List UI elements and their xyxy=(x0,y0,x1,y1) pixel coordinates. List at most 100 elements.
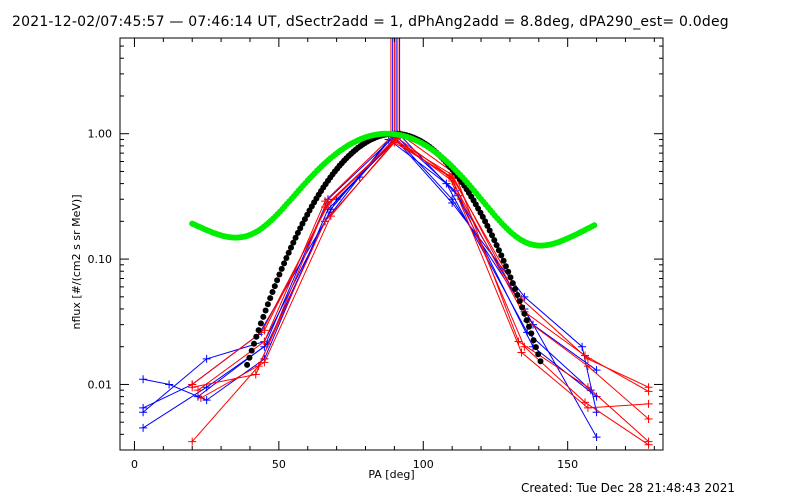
fit-point xyxy=(281,260,288,267)
fit-point xyxy=(262,307,269,314)
series-line xyxy=(200,133,649,442)
plot-frame xyxy=(119,37,664,451)
y-tick-label: 1.00 xyxy=(88,128,113,141)
fit-point xyxy=(537,358,544,365)
fit-point xyxy=(299,220,306,227)
fit-point xyxy=(260,313,267,320)
fit-point xyxy=(493,242,500,249)
vertical-markers xyxy=(390,38,401,139)
fit-point xyxy=(509,280,516,287)
data-point xyxy=(592,433,601,442)
data-point xyxy=(326,205,335,214)
series-line xyxy=(197,135,649,420)
series-line xyxy=(142,135,598,438)
fit-point xyxy=(507,274,514,281)
fit-point xyxy=(591,222,598,229)
data-point xyxy=(644,399,653,408)
fit-point xyxy=(292,234,299,241)
data-point xyxy=(323,199,332,208)
fit-point xyxy=(489,232,495,239)
series-line xyxy=(143,137,598,413)
x-tick-label: 150 xyxy=(557,458,578,471)
fit-point xyxy=(479,213,486,220)
fit-point xyxy=(505,268,512,275)
data-point xyxy=(581,351,590,360)
fit-point xyxy=(530,337,537,344)
fit-point xyxy=(514,292,521,298)
data-point xyxy=(139,403,148,412)
series-line xyxy=(197,134,597,397)
y-tick-label: 0.10 xyxy=(88,253,113,266)
fit-point xyxy=(255,327,262,334)
data-point xyxy=(196,393,205,402)
data-point xyxy=(188,437,197,446)
series-11 xyxy=(244,130,544,368)
fit-point xyxy=(482,218,489,225)
fit-point xyxy=(495,247,502,254)
fit-point xyxy=(526,323,532,330)
x-tick-label: 0 xyxy=(131,458,138,471)
data-point xyxy=(139,423,148,432)
series-line xyxy=(142,138,592,409)
data-point xyxy=(520,342,529,351)
fit-point xyxy=(283,255,290,261)
fit-point xyxy=(521,310,528,317)
fit-point xyxy=(502,263,509,270)
fit-point xyxy=(253,333,260,340)
series-6 xyxy=(188,135,653,396)
series-layer xyxy=(139,130,653,449)
y-axis-title: nflux [#/(cm2 s sr MeV)] xyxy=(70,195,83,330)
series-7 xyxy=(193,132,653,424)
fit-point xyxy=(500,257,507,264)
fit-point xyxy=(535,351,542,358)
fit-point xyxy=(244,361,251,368)
data-point xyxy=(193,386,202,395)
fit-point xyxy=(498,252,505,259)
x-axis-title: PA [deg] xyxy=(368,468,414,481)
fit-point xyxy=(290,239,297,246)
data-point xyxy=(578,342,587,351)
data-point xyxy=(644,440,653,449)
fit-point xyxy=(248,347,255,354)
data-point xyxy=(202,354,211,363)
series-line xyxy=(191,138,649,392)
series-12 xyxy=(189,130,598,249)
created-timestamp: Created: Tue Dec 28 21:48:43 2021 xyxy=(521,481,736,495)
axes: 0 50 100 150 0.01 0.10 1.00 xyxy=(88,38,663,471)
fit-point xyxy=(251,340,257,347)
fit-point xyxy=(257,320,264,327)
data-point xyxy=(321,217,330,226)
data-point xyxy=(517,348,526,357)
fit-point xyxy=(519,304,526,311)
series-5 xyxy=(188,138,653,446)
fit-point xyxy=(278,265,285,272)
fit-point xyxy=(528,330,535,337)
series-0 xyxy=(139,134,601,417)
data-point xyxy=(583,403,592,412)
y-tick-label: 0.01 xyxy=(88,378,113,391)
fit-point xyxy=(246,354,253,361)
fit-point xyxy=(523,317,530,324)
fit-point xyxy=(484,222,491,229)
fit-point xyxy=(271,283,278,290)
data-point xyxy=(592,366,601,375)
fit-point xyxy=(491,237,498,244)
data-point xyxy=(260,326,269,335)
fit-point xyxy=(269,289,276,295)
series-2 xyxy=(139,131,601,417)
data-point xyxy=(592,392,601,401)
fit-point xyxy=(276,271,283,278)
series-line xyxy=(192,140,649,446)
series-1 xyxy=(139,132,601,442)
fit-point xyxy=(274,277,281,284)
data-point xyxy=(165,380,174,389)
data-point xyxy=(583,362,592,371)
data-point xyxy=(139,375,148,384)
data-point xyxy=(644,387,653,396)
series-line xyxy=(191,141,649,442)
x-tick-label: 100 xyxy=(413,458,434,471)
fit-point xyxy=(264,301,271,308)
fit-point xyxy=(512,286,519,292)
data-point xyxy=(260,358,269,367)
data-point xyxy=(202,396,211,405)
